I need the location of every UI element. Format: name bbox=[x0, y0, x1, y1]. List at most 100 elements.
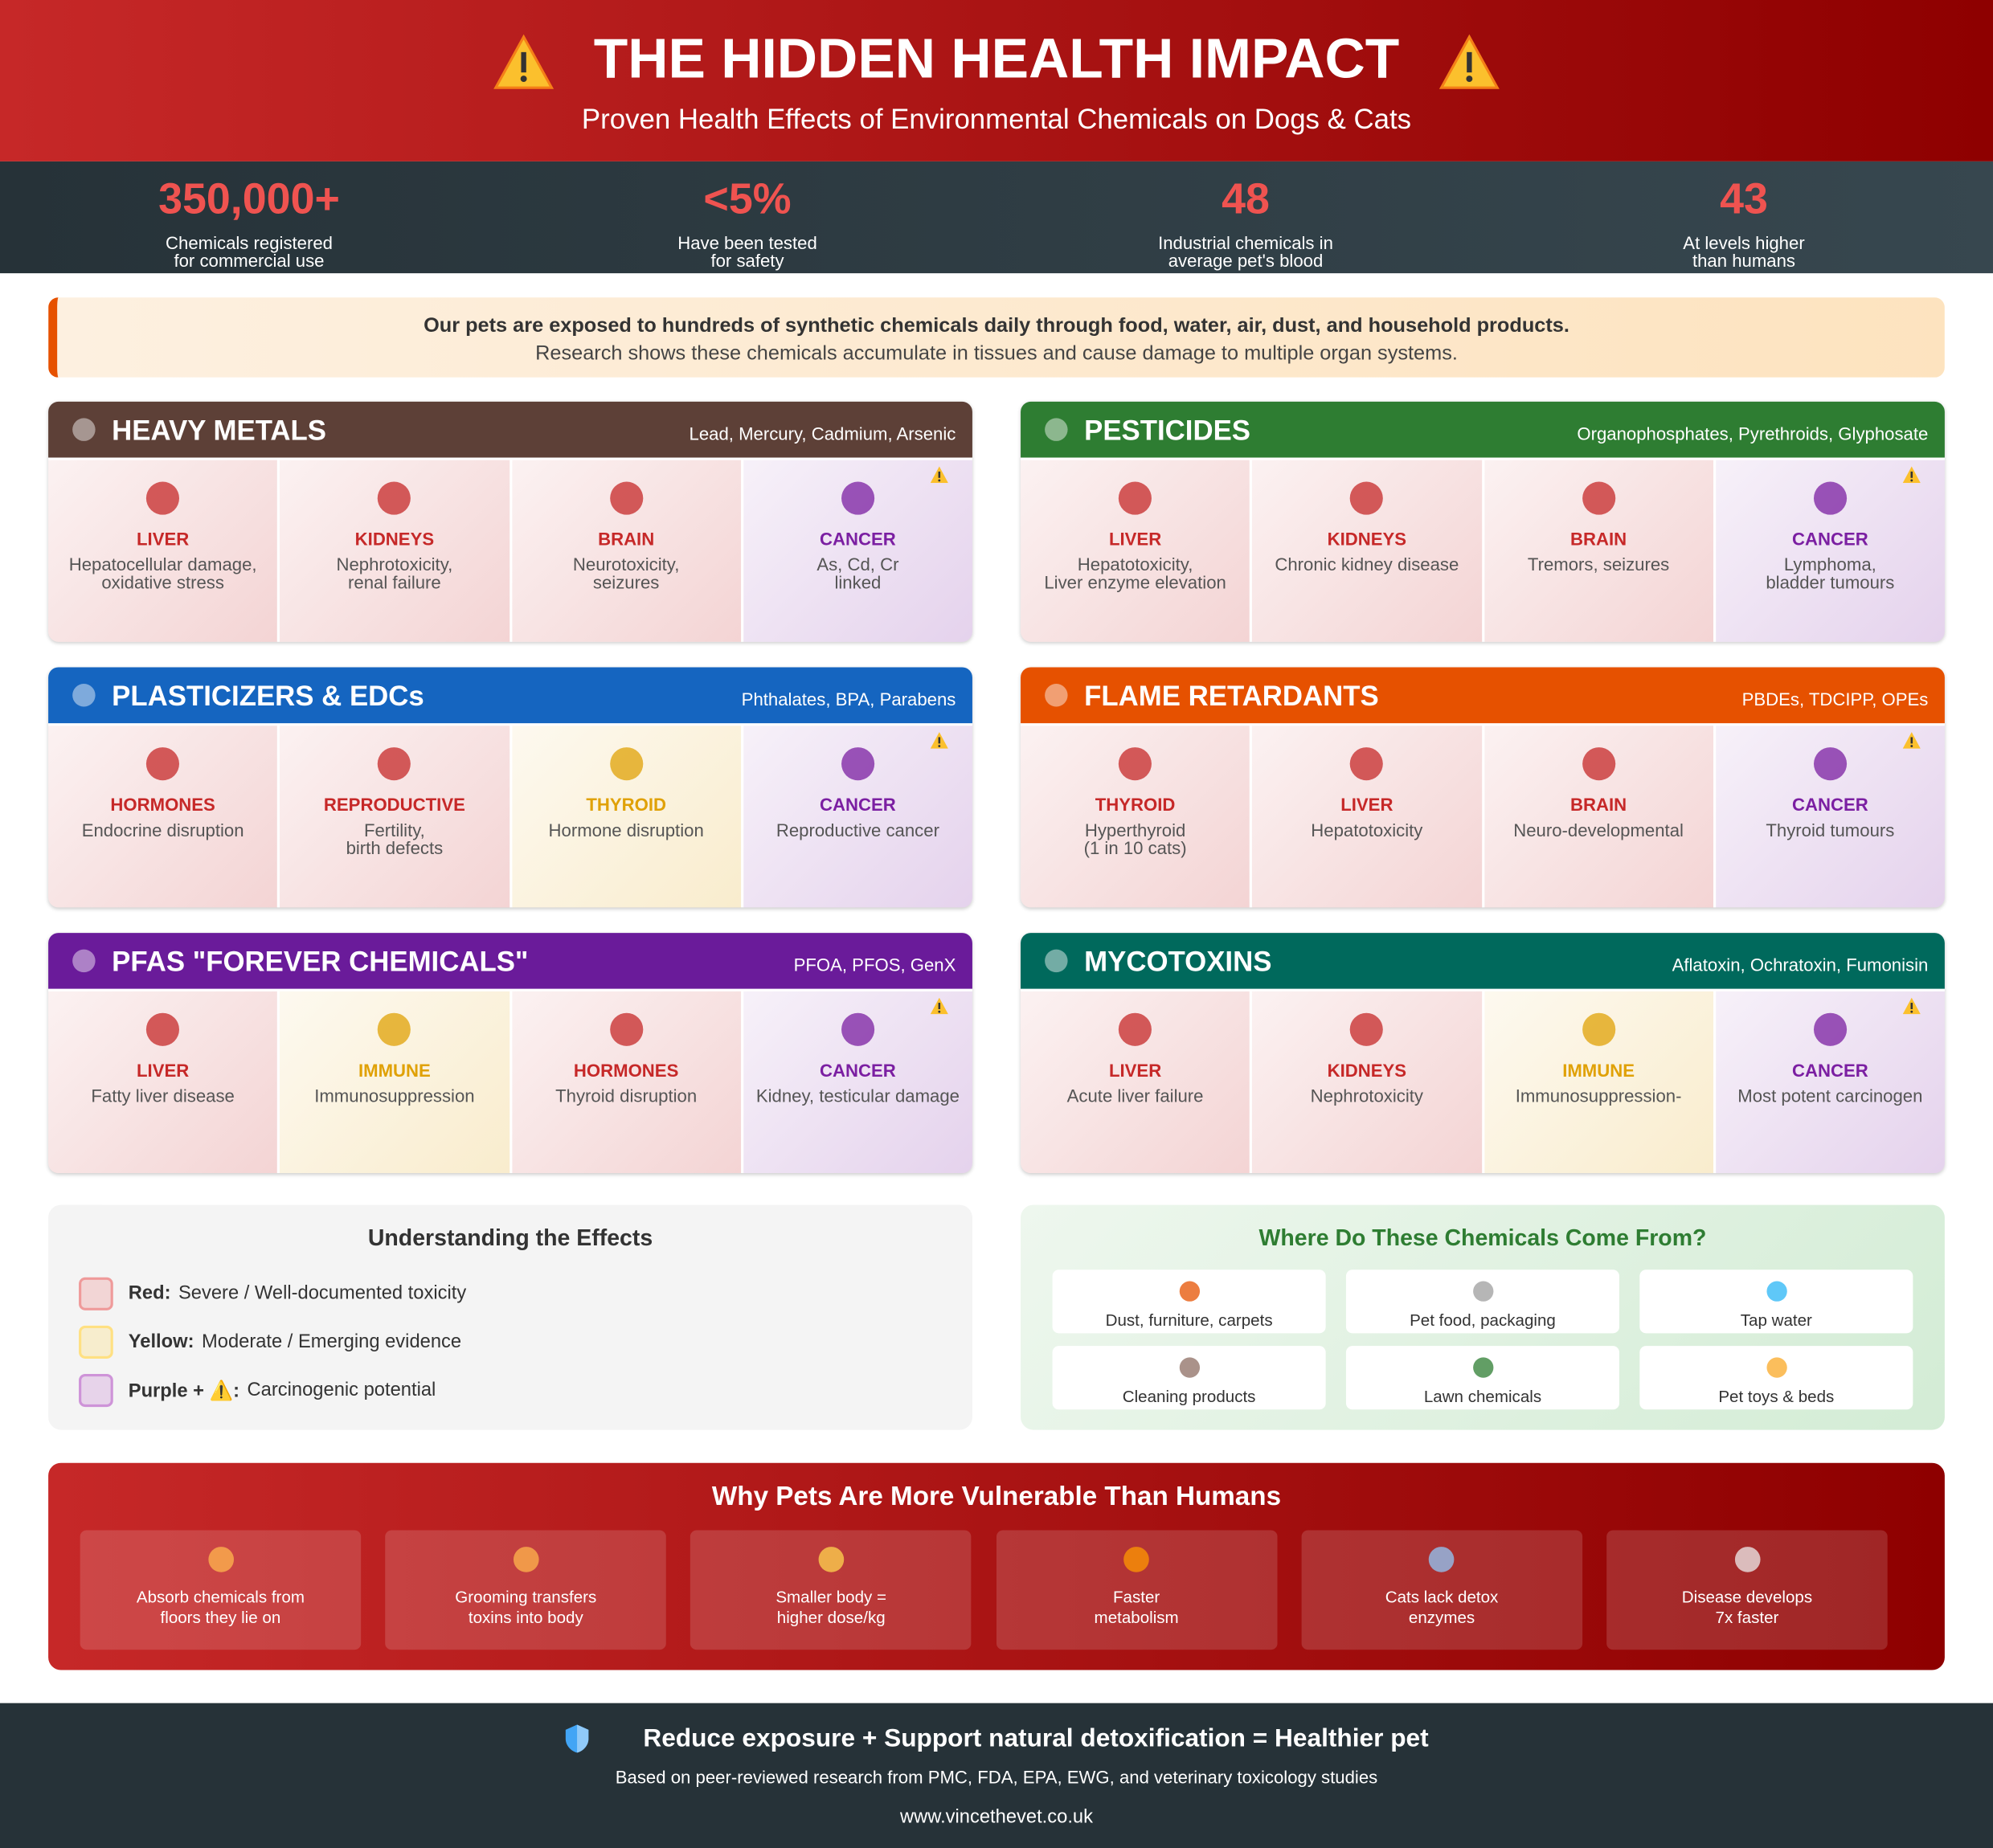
stat-label: for commercial use bbox=[174, 250, 325, 271]
icon bbox=[1178, 1357, 1200, 1378]
stat-label: Chemicals registered bbox=[166, 232, 333, 253]
vulnerable-box bbox=[48, 1462, 1945, 1670]
source-text: Tap water bbox=[1740, 1310, 1812, 1330]
footer-headline: Reduce exposure + Support natural detoxi… bbox=[643, 1724, 1429, 1753]
source-text: Pet toys & beds bbox=[1718, 1386, 1835, 1406]
panel-header bbox=[1021, 401, 1945, 458]
icon bbox=[841, 747, 874, 781]
organ-label: LIVER bbox=[1108, 1060, 1162, 1081]
effect-text: Most potent carcinogen bbox=[1737, 1085, 1923, 1106]
icon bbox=[1472, 1357, 1493, 1378]
organ-label: CANCER bbox=[1791, 794, 1868, 815]
effect-text: Thyroid tumours bbox=[1766, 820, 1895, 840]
icon bbox=[1813, 1012, 1847, 1046]
stat-label: for safety bbox=[710, 250, 784, 271]
title: THE HIDDEN HEALTH IMPACT bbox=[593, 27, 1400, 91]
effect-text: bladder tumours bbox=[1766, 571, 1895, 593]
warning-icon bbox=[930, 466, 948, 484]
footer-note: Based on peer-reviewed research from PMC… bbox=[615, 1766, 1378, 1788]
stat-label: At levels higher bbox=[1683, 232, 1805, 253]
organ-label: KIDNEYS bbox=[354, 529, 435, 550]
organ-label: BRAIN bbox=[1570, 794, 1627, 815]
icon bbox=[378, 481, 411, 515]
stat-label: average pet's blood bbox=[1168, 250, 1324, 271]
organ-label: IMMUNE bbox=[1562, 1060, 1635, 1081]
stat-value: 48 bbox=[1222, 175, 1270, 224]
icon bbox=[1350, 481, 1384, 515]
legend-swatch bbox=[79, 1325, 113, 1359]
reason-text: Cats lack detox bbox=[1385, 1587, 1499, 1607]
legend-box bbox=[48, 1204, 972, 1430]
organ-label: IMMUNE bbox=[358, 1060, 431, 1081]
panel-title: HEAVY METALS bbox=[112, 414, 326, 447]
panel-header bbox=[1021, 667, 1945, 724]
organ-label: LIVER bbox=[137, 529, 190, 550]
source-card bbox=[1052, 1269, 1326, 1334]
icon bbox=[72, 418, 96, 441]
organ-label: CANCER bbox=[1791, 529, 1868, 550]
icon bbox=[72, 949, 96, 973]
header bbox=[0, 0, 1993, 161]
source-card bbox=[1639, 1269, 1913, 1334]
organ-label: CANCER bbox=[820, 1060, 896, 1081]
panel-title: PFAS "FOREVER CHEMICALS" bbox=[112, 945, 529, 978]
sources-title: Where Do These Chemicals Come From? bbox=[1258, 1225, 1707, 1251]
organ-label: KIDNEYS bbox=[1327, 529, 1407, 550]
icon bbox=[378, 747, 411, 781]
icon bbox=[1472, 1281, 1493, 1302]
icon bbox=[1178, 1281, 1200, 1302]
intro-bold: Our pets are exposed to hundreds of synt… bbox=[424, 315, 1569, 337]
effect-text: (1 in 10 cats) bbox=[1083, 837, 1187, 858]
reason-text: Absorb chemicals from bbox=[136, 1587, 305, 1607]
icon bbox=[1582, 481, 1615, 515]
effect-text: seizures bbox=[592, 571, 660, 593]
legend-swatch bbox=[79, 1373, 113, 1408]
intro-box bbox=[48, 297, 1945, 378]
organ-label: THYROID bbox=[1095, 794, 1176, 815]
reason-text: toxins into body bbox=[468, 1608, 583, 1627]
organ-label: HORMONES bbox=[110, 794, 215, 815]
reason-text: Grooming transfers bbox=[455, 1587, 597, 1607]
legend-label: Yellow: bbox=[128, 1331, 194, 1353]
panel-title: MYCOTOXINS bbox=[1084, 945, 1272, 978]
effect-text: Chronic kidney disease bbox=[1275, 554, 1459, 574]
effect-text: As, Cd, Cr bbox=[816, 554, 899, 574]
icon bbox=[609, 1012, 643, 1046]
effect-text: Fertility, bbox=[363, 820, 425, 840]
panel-title: PLASTICIZERS & EDCs bbox=[112, 680, 424, 712]
organ-label: HORMONES bbox=[573, 1060, 679, 1081]
effect-text: Neuro-developmental bbox=[1513, 820, 1684, 840]
reason-text: enzymes bbox=[1408, 1608, 1475, 1627]
stats-band bbox=[0, 161, 1993, 274]
icon bbox=[146, 747, 180, 781]
organ-label: LIVER bbox=[1108, 529, 1162, 550]
icon bbox=[1766, 1281, 1786, 1302]
stat-value: 43 bbox=[1720, 175, 1768, 224]
stat-label: Have been tested bbox=[677, 232, 817, 253]
effect-text: oxidative stress bbox=[101, 571, 224, 593]
reason-text: Disease develops bbox=[1681, 1587, 1813, 1607]
source-text: Lawn chemicals bbox=[1423, 1386, 1542, 1406]
organ-label: BRAIN bbox=[1570, 529, 1627, 550]
effect-text: Kidney, testicular damage bbox=[755, 1085, 960, 1106]
panel-subtitle: PBDEs, TDCIPP, OPEs bbox=[1741, 689, 1929, 709]
effect-text: Hormone disruption bbox=[548, 820, 704, 840]
icon bbox=[1429, 1547, 1455, 1572]
warning-icon bbox=[1902, 732, 1921, 749]
panel-title: FLAME RETARDANTS bbox=[1084, 680, 1379, 712]
panel-subtitle: Lead, Mercury, Cadmium, Arsenic bbox=[689, 423, 956, 444]
stat-label: Industrial chemicals in bbox=[1158, 232, 1333, 253]
organ-label: CANCER bbox=[820, 529, 896, 550]
effect-text: Neurotoxicity, bbox=[572, 554, 680, 574]
organ-label: LIVER bbox=[1340, 794, 1393, 815]
organ-label: CANCER bbox=[1791, 1060, 1868, 1081]
icon bbox=[841, 481, 874, 515]
warning-icon bbox=[930, 732, 948, 749]
warning-icon bbox=[1902, 997, 1921, 1015]
reason-text: Smaller body = bbox=[776, 1587, 887, 1607]
panel-subtitle: Aflatoxin, Ochratoxin, Fumonisin bbox=[1672, 954, 1929, 975]
organ-label: REPRODUCTIVE bbox=[323, 794, 465, 815]
effect-text: Nephrotoxicity bbox=[1310, 1085, 1423, 1106]
effect-text: Immunosuppression- bbox=[1515, 1085, 1682, 1106]
